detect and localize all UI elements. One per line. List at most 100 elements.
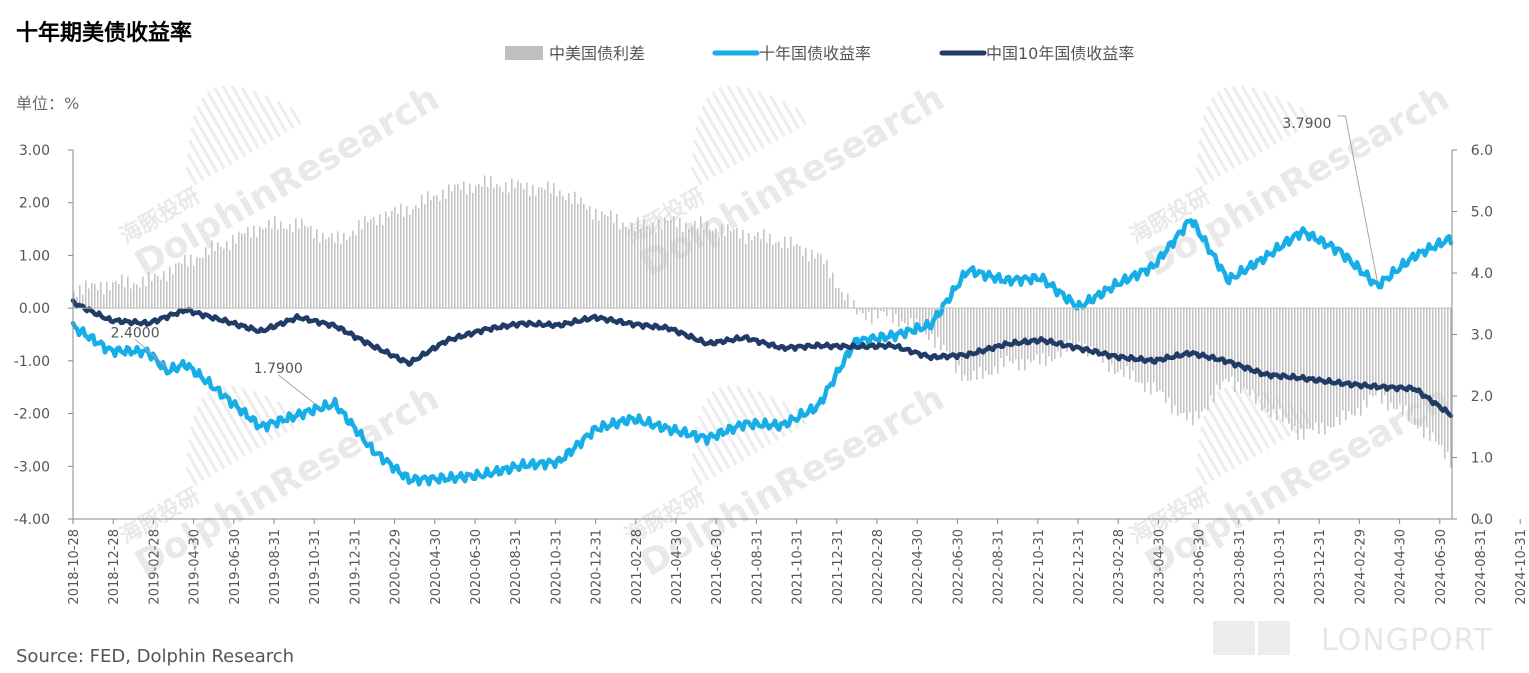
annotations: 2.4000 1.7900 3.7900: [111, 115, 1378, 406]
spread-bar: [901, 308, 903, 322]
spread-bar: [1183, 308, 1185, 413]
spread-bar: [865, 308, 867, 320]
spread-bar: [280, 221, 282, 309]
spread-bar: [547, 181, 549, 309]
spread-bar: [406, 206, 408, 309]
spread-bar: [1420, 308, 1422, 427]
spread-bar: [967, 308, 969, 381]
spread-bar: [1315, 308, 1317, 423]
spread-bar: [886, 308, 888, 317]
spread-bar: [442, 189, 444, 309]
legend-label-1: 十年国债收益率: [759, 44, 871, 63]
spread-bar: [823, 264, 825, 309]
spread-bar: [1342, 308, 1344, 411]
spread-bar: [979, 308, 981, 367]
spread-bar: [787, 248, 789, 309]
spread-bar: [529, 196, 531, 309]
legend-swatch-0: [505, 46, 543, 60]
spread-bar: [841, 292, 843, 309]
spread-bar: [1171, 308, 1173, 414]
spread-bar: [157, 275, 159, 309]
spread-bar: [715, 228, 717, 309]
spread-bar: [469, 183, 471, 309]
spread-bar: [946, 308, 948, 352]
spread-bar: [454, 184, 456, 309]
spread-bar: [1216, 308, 1218, 385]
svg-text:DolphinResearch: DolphinResearch: [633, 78, 951, 285]
annotation-label: 3.7900: [1282, 116, 1331, 132]
annotation-label: 1.7900: [254, 361, 303, 377]
spread-bar: [1000, 308, 1002, 358]
spread-bar: [166, 281, 168, 309]
spread-bar: [568, 193, 570, 309]
spread-bar: [376, 225, 378, 309]
spread-bar: [532, 184, 534, 309]
spread-bar: [136, 284, 138, 309]
spread-bar: [1072, 308, 1074, 347]
spread-bar: [1264, 308, 1266, 409]
spread-bar: [187, 266, 189, 309]
right-tick-label: 5.0: [1471, 205, 1493, 221]
spread-bar: [1270, 308, 1272, 417]
spread-bar: [628, 229, 630, 309]
spread-bar: [457, 183, 459, 309]
spread-bar: [922, 308, 924, 329]
spread-bar: [1387, 308, 1389, 411]
spread-bar: [1057, 308, 1059, 352]
spread-bar: [1288, 308, 1290, 424]
spread-bar: [544, 189, 546, 309]
spread-bar: [598, 220, 600, 309]
spread-bar: [286, 229, 288, 309]
spread-bar: [799, 246, 801, 309]
spread-bar: [334, 242, 336, 309]
spread-bar: [811, 249, 813, 309]
brand-name: LONGPORT: [1321, 623, 1493, 658]
spread-bar: [1330, 308, 1332, 428]
spread-bar: [448, 184, 450, 309]
spread-bar: [325, 239, 327, 309]
spread-bar: [982, 308, 984, 379]
spread-bar: [214, 250, 216, 309]
spread-bar: [319, 242, 321, 309]
spread-bar: [1369, 308, 1371, 395]
spread-bar: [1225, 308, 1227, 379]
spread-bar: [151, 281, 153, 309]
spread-bar: [658, 219, 660, 309]
spread-bar: [1417, 308, 1419, 429]
x-tick-label: 2019-06-30: [228, 529, 243, 605]
spread-bar: [271, 228, 273, 309]
spread-bar: [769, 233, 771, 309]
legend-label-2: 中国10年国债收益率: [986, 44, 1134, 63]
spread-bar: [1357, 308, 1359, 408]
spread-bar: [832, 272, 834, 309]
spread-bar: [727, 223, 729, 309]
spread-bar: [748, 233, 750, 309]
spread-bar: [1075, 308, 1077, 346]
spread-bar: [430, 199, 432, 309]
spread-bar: [82, 294, 84, 309]
spread-bar: [184, 255, 186, 309]
spread-bar: [388, 216, 390, 309]
spread-bar: [733, 229, 735, 309]
spread-bar: [889, 308, 891, 310]
spread-bar: [1261, 308, 1263, 412]
axes: 3.00 2.00 1.00 0.00 -1.00 -2.00 -3.00 -4.00 6.0 5…: [14, 143, 1529, 605]
spread-bar: [238, 231, 240, 309]
spread-bar: [475, 186, 477, 309]
x-tick-label: 2023-02-28: [1112, 529, 1127, 605]
spread-bar: [790, 236, 792, 309]
spread-bar: [685, 222, 687, 309]
spread-bar: [907, 308, 909, 327]
spread-bar: [1273, 308, 1275, 409]
spread-bar: [838, 288, 840, 309]
left-tick-label: 1.00: [19, 248, 50, 264]
spread-bar: [634, 231, 636, 309]
x-tick-label: 2021-06-30: [710, 529, 725, 605]
spread-bar: [1267, 308, 1269, 413]
spread-bar: [964, 308, 966, 376]
spread-bar: [163, 271, 165, 309]
x-tick-label: 2021-12-31: [831, 529, 846, 605]
spread-bar: [1150, 308, 1152, 395]
spread-bar: [427, 191, 429, 309]
